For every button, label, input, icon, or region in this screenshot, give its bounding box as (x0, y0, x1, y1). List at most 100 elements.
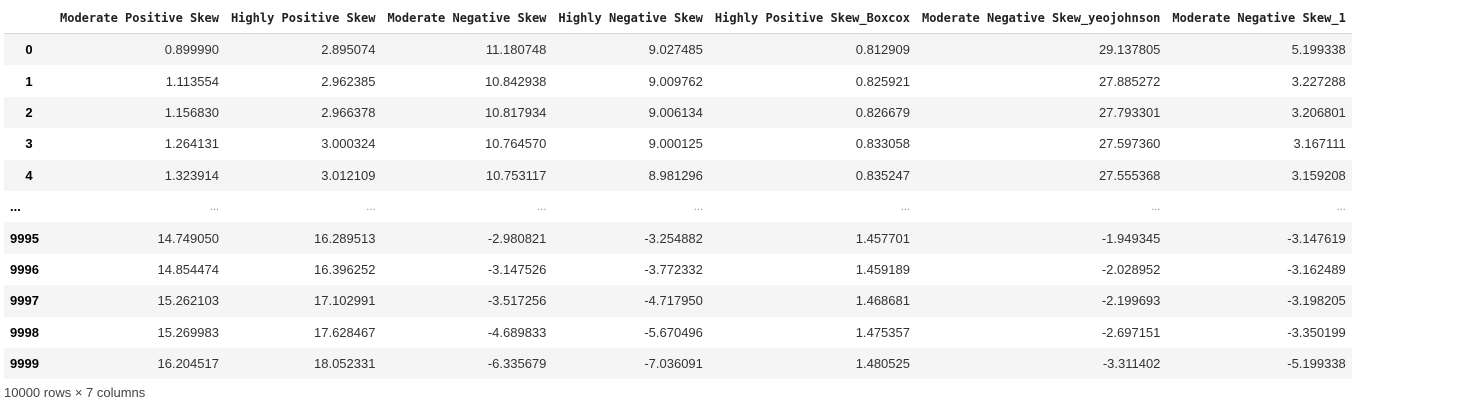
row-index: 0 (25, 42, 33, 58)
table-cell: 8.981296 (648, 167, 703, 183)
table-cell: 5.199338 (1291, 42, 1346, 58)
table-cell: 9.000125 (648, 136, 703, 152)
table-cell: -3.517256 (487, 293, 547, 309)
row-index: 1 (25, 73, 33, 89)
table-cell: 0.835247 (855, 167, 910, 183)
table-cell: 27.597360 (1098, 136, 1161, 152)
table-cell: -3.198205 (1287, 293, 1346, 309)
table-cell: 3.227288 (1291, 73, 1346, 89)
table-cell: 1.156830 (164, 104, 219, 120)
table-cell: 2.962385 (321, 73, 376, 89)
table-row: 1 1.113554 2.962385 10.842938 9.009762 0.8259… (4, 65, 1352, 97)
row-index: 9997 (10, 293, 39, 309)
table-cell: -4.689833 (487, 324, 547, 340)
column-header: Highly Negative Skew (552, 2, 709, 34)
table-cell: 3.012109 (321, 167, 376, 183)
column-header: Moderate Negative Skew (381, 2, 553, 34)
table-cell: -2.980821 (487, 230, 547, 246)
table-cell: 16.396252 (314, 261, 376, 277)
table-cell: 27.793301 (1098, 104, 1161, 120)
row-index: 3 (25, 136, 33, 152)
table-cell: 1.113554 (165, 73, 219, 89)
table-row: 9998 15.269983 17.628467 -4.689833 -5.670496… (4, 316, 1352, 348)
table-cell: 16.289513 (314, 230, 376, 246)
table-cell: 10.842938 (484, 73, 547, 89)
table-cell: ... (366, 200, 376, 213)
table-cell: 29.137805 (1098, 42, 1161, 58)
table-cell: 0.826679 (855, 104, 910, 120)
table-cell: 10.764570 (484, 136, 547, 152)
table-cell: -3.772332 (644, 261, 703, 277)
table-cell: -2.028952 (1101, 261, 1161, 277)
table-cell: 15.269983 (157, 324, 219, 340)
column-header: Moderate Negative Skew_yeojohnson (915, 2, 1167, 34)
table-cell: -6.335679 (487, 356, 547, 372)
table-cell: 0.833058 (855, 136, 910, 152)
index-header (4, 2, 54, 34)
table-cell: -5.199338 (1287, 356, 1346, 372)
table-cell: 1.264131 (164, 136, 219, 152)
table-cell: 3.206801 (1291, 104, 1346, 120)
table-cell: 2.966378 (321, 104, 376, 120)
table-cell: -3.162489 (1287, 261, 1346, 277)
table-row: 9999 16.204517 18.052331 -6.335679 -7.036091… (4, 347, 1352, 380)
table-cell: ... (537, 200, 547, 213)
table-cell: 1.475357 (855, 324, 910, 340)
row-index: 9996 (10, 261, 39, 277)
dataframe-table: Moderate Positive Skew Highly Positive Sk… (4, 2, 1352, 380)
table-cell: -5.670496 (644, 324, 703, 340)
table-cell: 9.027485 (648, 42, 703, 58)
table-cell: 3.159208 (1291, 167, 1346, 183)
table-cell: ... (1151, 200, 1161, 213)
table-cell: 9.006134 (648, 104, 703, 120)
table-cell: -7.036091 (644, 356, 703, 372)
table-row: 9996 14.854474 16.396252 -3.147526 -3.772332… (4, 253, 1352, 286)
table-cell: -2.199693 (1101, 293, 1161, 309)
table-row: 3 1.264131 3.000324 10.764570 9.000125 0.8330… (4, 128, 1352, 160)
table-row: 2 1.156830 2.966378 10.817934 9.006134 0.8266… (4, 96, 1352, 129)
table-cell: 27.555368 (1098, 167, 1161, 183)
table-cell: ... (900, 200, 910, 213)
table-cell: 3.000324 (321, 136, 376, 152)
column-header: Highly Positive Skew (224, 2, 382, 34)
table-cell: 10.753117 (485, 167, 547, 183)
table-cell: 1.468681 (855, 293, 910, 309)
table-cell: 10.817934 (484, 104, 547, 120)
column-header: Moderate Negative Skew_1 (1166, 2, 1352, 34)
row-index: 4 (25, 167, 33, 183)
column-header: Moderate Positive Skew (54, 2, 225, 34)
table-cell: 14.854474 (157, 261, 219, 277)
table-cell: 17.628467 (314, 324, 376, 340)
table-cell: 0.899990 (164, 42, 219, 58)
table-body: 0 0.899990 2.895074 11.180748 9.027485 0.8129… (4, 33, 1352, 380)
table-cell: 15.262103 (157, 293, 219, 309)
table-cell: 3.167111 (1293, 136, 1346, 152)
row-index: ... (10, 199, 21, 215)
row-index: 9998 (10, 324, 39, 340)
table-cell: ... (1336, 200, 1346, 213)
table-cell: 1.459189 (855, 261, 910, 277)
table-cell: -3.147619 (1287, 230, 1346, 246)
table-cell: 1.323914 (164, 167, 219, 183)
table-cell: ... (209, 200, 219, 213)
row-index: 9995 (10, 230, 39, 246)
table-cell: -1.949345 (1101, 230, 1161, 246)
table-header: Moderate Positive Skew Highly Positive Sk… (4, 2, 1352, 34)
row-index: 9999 (10, 356, 39, 372)
table-cell: 17.102991 (314, 293, 376, 309)
table-cell: 27.885272 (1098, 73, 1161, 89)
table-row: 9995 14.749050 16.289513 -2.980821 -3.254882… (4, 222, 1352, 254)
dataframe-shape-label: 10000 rows × 7 columns (4, 385, 146, 400)
table-cell: 9.009762 (648, 73, 703, 89)
ellipsis-row: ........................ (4, 190, 1352, 223)
table-cell: 1.480525 (855, 356, 910, 372)
table-cell: -3.311402 (1102, 356, 1161, 372)
table-cell: 0.812909 (855, 42, 910, 58)
header-row: Moderate Positive Skew Highly Positive Sk… (4, 2, 1352, 34)
table-cell: ... (693, 200, 703, 213)
table-cell: -3.254882 (644, 230, 703, 246)
table-cell: -4.717950 (644, 293, 703, 309)
table-cell: 2.895074 (321, 42, 376, 58)
table-cell: 18.052331 (314, 356, 376, 372)
